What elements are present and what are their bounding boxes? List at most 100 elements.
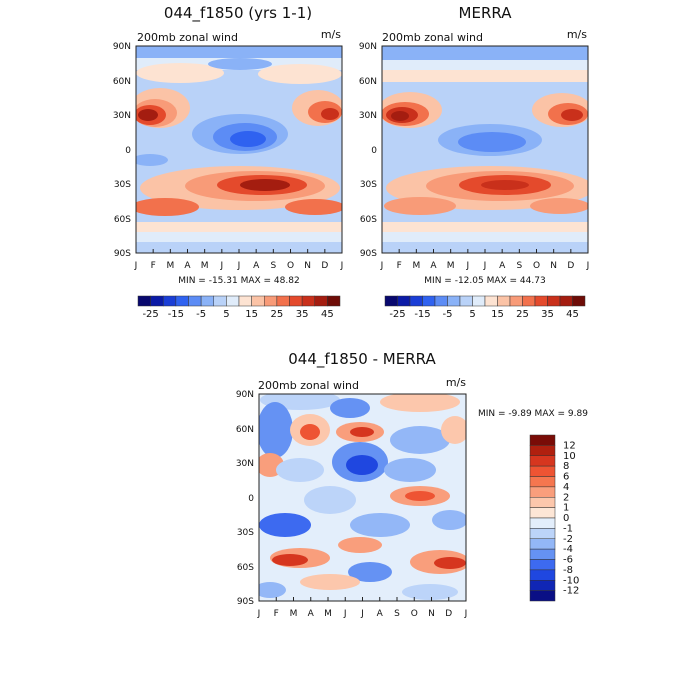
panel-diff: 044_f1850 - MERRA 200mb zonal wind m/s	[236, 350, 588, 619]
x-tick-label: A	[184, 261, 191, 271]
band-polar-north	[136, 46, 342, 58]
x-tick-label: M	[324, 609, 332, 619]
x-tick-label: A	[499, 261, 506, 271]
y-tick-90s: 90S	[237, 597, 254, 607]
colorbar-tick-label: 8	[563, 461, 569, 472]
contour-blob	[390, 426, 450, 454]
colorbar-tick-label: -15	[414, 309, 430, 320]
contour-blob	[481, 180, 529, 190]
x-tick-label: J	[220, 261, 224, 271]
colorbar-swatch	[472, 295, 486, 307]
contour-blob	[240, 179, 290, 191]
colorbar-swatch	[150, 295, 164, 307]
y-tick-90s: 90S	[114, 249, 131, 259]
contour-blob	[350, 513, 410, 537]
band-70s	[136, 232, 342, 242]
x-tick-label: D	[567, 261, 574, 271]
contour-blob	[405, 491, 435, 501]
x-tick-label: F	[151, 261, 156, 271]
colorbar-swatch	[529, 590, 556, 602]
contour-blob	[338, 537, 382, 553]
colorbar-swatch	[529, 465, 556, 477]
x-tick-label: S	[270, 261, 276, 271]
colorbar-swatch	[276, 295, 290, 307]
colorbar-tick-label: -15	[168, 309, 184, 320]
colorbar-swatch	[137, 295, 151, 307]
band-60n	[382, 60, 588, 70]
x-tick-label: F	[397, 261, 402, 271]
y-tick-30s: 30S	[114, 180, 131, 190]
x-tick-label: D	[321, 261, 328, 271]
colorbar-tick-label: 6	[563, 472, 569, 483]
contour-blob	[350, 427, 374, 437]
colorbar-tick-label: 0	[563, 513, 569, 524]
x-tick-label: F	[274, 609, 279, 619]
x-tick-label: M	[166, 261, 174, 271]
contour-blob	[258, 64, 342, 84]
panel-title: 044_f1850 (yrs 1-1)	[164, 4, 312, 23]
colorbar-tick-label: 5	[223, 309, 229, 320]
y-tick-60s: 60S	[237, 563, 254, 573]
y-tick-90n: 90N	[113, 42, 131, 52]
colorbar-swatch	[484, 295, 498, 307]
x-tick-label: D	[445, 609, 452, 619]
colorbar-tick-label: -10	[563, 575, 579, 586]
colorbar-swatch	[559, 295, 573, 307]
contour-blob	[384, 197, 456, 215]
colorbar-swatch	[314, 295, 328, 307]
x-tick-label: J	[134, 261, 138, 271]
colorbar-tick-label: 25	[516, 309, 529, 320]
band-polar-south	[136, 242, 342, 253]
colorbar-swatch	[397, 295, 411, 307]
x-tick-label: N	[304, 261, 311, 271]
band-45n	[382, 70, 588, 82]
y-tick-60n: 60N	[236, 425, 254, 435]
colorbar-swatch	[434, 295, 448, 307]
x-tick-label: M	[290, 609, 298, 619]
y-tick-90s: 90S	[360, 249, 377, 259]
colorbar-swatch	[509, 295, 523, 307]
colorbar-tick-label: 12	[563, 440, 576, 451]
colorbar-tick-label: -8	[563, 565, 573, 576]
colorbar-swatch	[384, 295, 398, 307]
panel-title: MERRA	[459, 4, 513, 22]
panel-subtitle: 200mb zonal wind	[258, 379, 359, 392]
colorbar-tick-label: -2	[563, 534, 573, 545]
band-60s	[136, 222, 342, 232]
colorbar-tick-label: 4	[563, 482, 569, 493]
colorbar-swatch	[409, 295, 423, 307]
contour-blob	[230, 131, 266, 147]
panel-title: 044_f1850 - MERRA	[288, 350, 436, 369]
contour-blob	[432, 510, 466, 530]
x-tick-label: J	[483, 261, 487, 271]
colorbar-swatch	[213, 295, 227, 307]
colorbar-swatch	[529, 538, 556, 550]
contour-blob	[346, 455, 378, 475]
x-tick-label: O	[533, 261, 540, 271]
contour-blob	[380, 394, 460, 412]
contour-blob	[136, 154, 168, 166]
colorbar-swatch	[327, 295, 341, 307]
colorbar-tick-label: -25	[389, 309, 405, 320]
contour-blob	[136, 63, 224, 83]
x-tick-label: A	[377, 609, 384, 619]
x-tick-label: M	[201, 261, 209, 271]
y-axis-ticks: 90N 60N 30N 0 30S 60S 90S	[236, 390, 254, 607]
colorbar-tick-label: 2	[563, 492, 569, 503]
colorbar-swatch	[163, 295, 177, 307]
colorbar-swatch	[238, 295, 252, 307]
contour-blob	[384, 458, 436, 482]
band-70s	[382, 232, 588, 242]
x-tick-label: J	[466, 261, 470, 271]
colorbar-obs: -25 -15 -5 5 15 25 35 45	[384, 295, 586, 320]
x-tick-label: J	[340, 261, 344, 271]
y-tick-90n: 90N	[359, 42, 377, 52]
contour-blob	[321, 108, 339, 120]
colorbar-swatch	[529, 476, 556, 488]
contour-blob	[391, 111, 409, 121]
colorbar-tick-label: -5	[443, 309, 453, 320]
colorbar-swatch	[422, 295, 436, 307]
panel-model: 044_f1850 (yrs 1-1) 200mb zonal wind m/s	[113, 4, 344, 320]
y-tick-30n: 30N	[359, 111, 377, 121]
